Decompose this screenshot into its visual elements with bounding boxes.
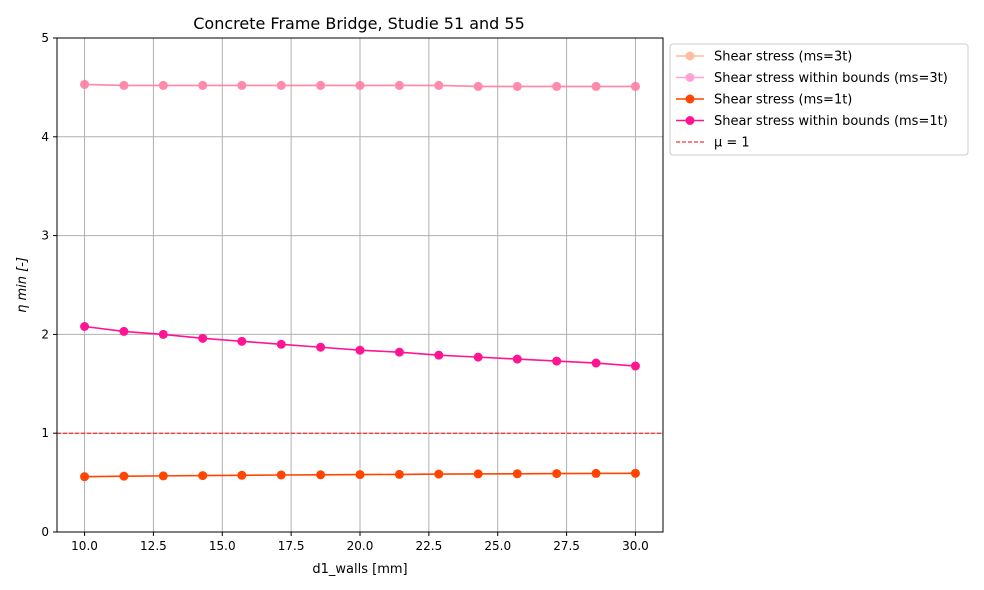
data-point — [276, 339, 286, 349]
data-point — [198, 471, 208, 481]
x-tick-label: 22.5 — [416, 539, 443, 553]
data-point — [316, 80, 326, 90]
legend-label: Shear stress within bounds (ms=3t) — [714, 71, 948, 86]
legend: Shear stress (ms=3t) Shear stress within … — [669, 43, 969, 156]
legend-swatch-marker — [685, 94, 695, 104]
data-point — [119, 471, 129, 481]
x-tick-label: 10.0 — [71, 539, 98, 553]
x-tick-label: 12.5 — [140, 539, 167, 553]
data-point — [591, 81, 601, 91]
data-point — [276, 80, 286, 90]
data-point — [512, 469, 522, 479]
x-tick-label: 25.0 — [484, 539, 511, 553]
chart-title: Concrete Frame Bridge, Studie 51 and 55 — [193, 14, 525, 33]
data-point — [237, 470, 247, 480]
data-point — [355, 80, 365, 90]
legend-label: μ = 1 — [714, 136, 750, 151]
x-tick-label: 17.5 — [278, 539, 305, 553]
data-point — [80, 79, 90, 89]
data-point — [198, 333, 208, 343]
data-point — [630, 361, 640, 371]
x-axis-ticks: 10.0 12.5 15.0 17.5 20.0 22.5 25.0 27.5 30.0 — [71, 532, 649, 553]
series-group — [80, 79, 640, 482]
legend-entry — [676, 116, 704, 125]
y-tick-label: 5 — [41, 31, 49, 45]
legend-label: Shear stress (ms=1t) — [714, 93, 852, 108]
data-point — [158, 471, 168, 481]
data-point — [473, 81, 483, 91]
series-3 — [80, 468, 640, 482]
data-point — [394, 469, 404, 479]
grid — [57, 37, 663, 533]
data-point — [158, 80, 168, 90]
data-point — [512, 81, 522, 91]
data-point — [316, 342, 326, 352]
data-point — [80, 472, 90, 482]
data-point — [591, 358, 601, 368]
x-tick-label: 15.0 — [209, 539, 236, 553]
data-point — [552, 356, 562, 366]
legend-label: Shear stress within bounds (ms=1t) — [714, 114, 948, 129]
data-point — [552, 81, 562, 91]
data-point — [158, 329, 168, 339]
data-point — [276, 470, 286, 480]
legend-swatch-marker — [685, 73, 695, 82]
data-point — [434, 469, 444, 479]
legend-entry — [676, 94, 704, 104]
data-point — [355, 470, 365, 480]
y-tick-label: 1 — [41, 426, 49, 440]
data-point — [394, 80, 404, 90]
data-point — [119, 326, 129, 336]
data-point — [434, 80, 444, 90]
data-point — [630, 468, 640, 478]
y-tick-label: 0 — [41, 525, 49, 539]
x-axis-label: d1_walls [mm] — [312, 562, 407, 577]
data-point — [316, 470, 326, 480]
data-point — [434, 350, 444, 360]
data-point — [237, 80, 247, 90]
legend-swatch-marker — [685, 51, 695, 61]
y-axis-label: η min [-] — [15, 257, 30, 313]
series-2 — [80, 79, 640, 91]
data-point — [394, 347, 404, 357]
data-point — [473, 469, 483, 479]
data-point — [80, 321, 90, 331]
data-point — [119, 80, 129, 90]
y-tick-label: 2 — [41, 327, 49, 341]
x-tick-label: 27.5 — [553, 539, 580, 553]
data-point — [552, 469, 562, 479]
data-point — [355, 345, 365, 355]
data-point — [237, 336, 247, 346]
data-point — [473, 352, 483, 362]
legend-swatch-marker — [685, 116, 695, 125]
x-tick-label: 30.0 — [622, 539, 649, 553]
data-point — [630, 81, 640, 91]
series-4 — [80, 321, 640, 371]
x-tick-label: 20.0 — [347, 539, 374, 553]
data-point — [591, 468, 601, 478]
legend-box — [669, 43, 969, 156]
data-point — [198, 80, 208, 90]
legend-label: Shear stress (ms=3t) — [714, 50, 852, 65]
legend-entry — [676, 51, 704, 61]
y-tick-label: 3 — [41, 229, 49, 243]
y-tick-label: 4 — [41, 130, 49, 144]
y-axis-ticks: 0 1 2 3 4 5 — [41, 31, 57, 539]
data-point — [512, 354, 522, 364]
legend-entry — [676, 73, 704, 82]
